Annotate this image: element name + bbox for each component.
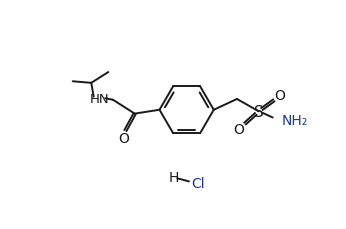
Text: Cl: Cl: [191, 176, 205, 190]
Text: O: O: [274, 89, 285, 103]
Text: O: O: [118, 132, 129, 146]
Text: H: H: [168, 170, 179, 184]
Text: S: S: [254, 104, 264, 119]
Text: HN: HN: [90, 92, 110, 105]
Text: O: O: [233, 123, 244, 136]
Text: NH₂: NH₂: [282, 113, 308, 127]
